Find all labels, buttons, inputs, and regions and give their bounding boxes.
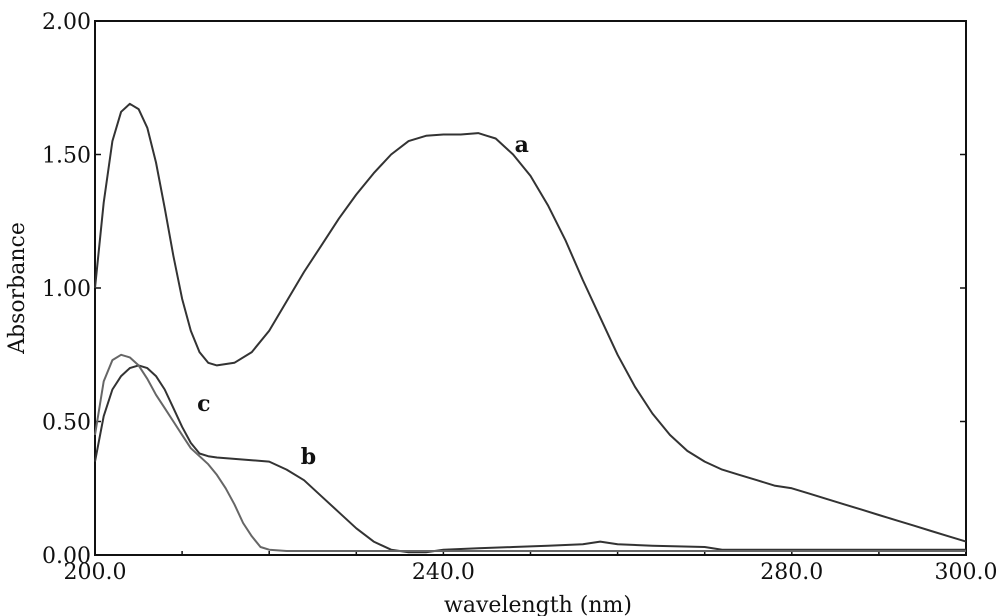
series-line-a [94,102,967,543]
x-tick-label: 300.0 [935,560,998,585]
series-line-b [94,364,966,554]
x-axis: 200.0 240.0 280.0 300.0 [64,549,998,585]
y-axis-title: Absorbance [5,222,30,355]
y-axis: 0.00 0.50 1.00 1.50 2.00 [42,10,966,569]
x-tick-label: 240.0 [412,560,475,585]
x-tick-label: 200.0 [64,560,127,585]
series-label-b: b [301,444,316,470]
x-axis-title: wavelength (nm) [444,593,632,616]
series-label-a: a [515,132,529,158]
y-tick-label: 1.50 [42,144,91,169]
y-tick-label: 0.00 [42,544,91,569]
x-tick-label: 280.0 [760,560,823,585]
series-label-c: c [197,391,210,417]
y-tick-label: 1.00 [42,277,91,302]
series-lines [94,102,967,554]
y-tick-label: 0.50 [42,411,91,436]
plot-frame [94,20,967,556]
y-tick-label: 2.00 [42,10,91,35]
series-line-c [94,353,966,552]
series-labels: a b c [197,132,529,470]
